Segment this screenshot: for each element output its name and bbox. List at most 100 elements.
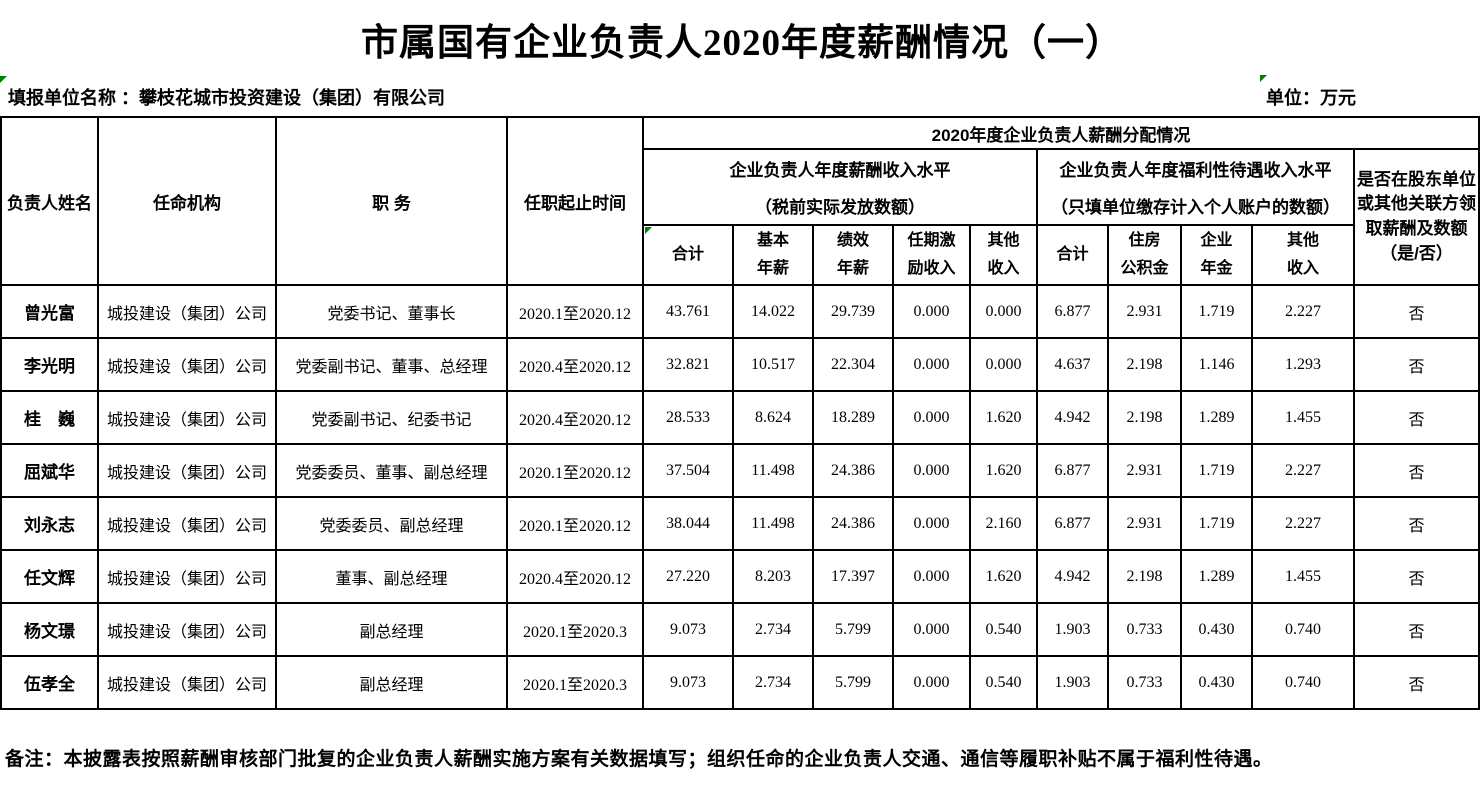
cell-welfare-3: 0.740 bbox=[1251, 655, 1355, 710]
cell-salary-0: 32.821 bbox=[642, 337, 734, 392]
col-header-distribution: 2020年度企业负责人薪酬分配情况 bbox=[641, 116, 1481, 150]
cell-salary-1: 11.498 bbox=[732, 496, 814, 551]
cell-salary-1: 11.498 bbox=[732, 443, 814, 498]
cell-salary-4: 0.000 bbox=[969, 337, 1038, 392]
cell-salary-0: 9.073 bbox=[642, 655, 734, 710]
cell-welfare-0: 1.903 bbox=[1036, 602, 1109, 657]
cell-salary-4: 1.620 bbox=[969, 443, 1038, 498]
cell-name: 刘永志 bbox=[0, 496, 99, 551]
table-row: 李光明 城投建设（集团）公司 党委副书记、董事、总经理 2020.4至2020.12 3… bbox=[0, 337, 1481, 392]
col-header-position: 职 务 bbox=[275, 116, 508, 286]
cell-welfare-2: 0.430 bbox=[1180, 655, 1253, 710]
col-header-agency: 任命机构 bbox=[97, 116, 277, 286]
cell-welfare-2: 1.719 bbox=[1180, 443, 1253, 498]
table-row: 刘永志 城投建设（集团）公司 党委委员、副总经理 2020.1至2020.12 38.0… bbox=[0, 496, 1481, 551]
cell-position: 党委副书记、纪委书记 bbox=[275, 390, 508, 445]
cell-welfare-3: 0.740 bbox=[1251, 602, 1355, 657]
cell-salary-2: 29.739 bbox=[812, 284, 894, 339]
cell-salary-0: 37.504 bbox=[642, 443, 734, 498]
cell-welfare-2: 1.146 bbox=[1180, 337, 1253, 392]
cell-salary-2: 24.386 bbox=[812, 496, 894, 551]
cell-related-party: 否 bbox=[1352, 496, 1481, 551]
cell-term: 2020.1至2020.3 bbox=[506, 602, 644, 657]
cell-name: 李光明 bbox=[0, 337, 99, 392]
col-header-enterprise-annuity: 企业 年金 bbox=[1180, 224, 1253, 286]
cell-welfare-1: 2.931 bbox=[1107, 284, 1182, 339]
comment-marker-icon bbox=[1260, 75, 1267, 82]
cell-agency: 城投建设（集团）公司 bbox=[97, 443, 277, 498]
unit-label: 单位：万元 bbox=[1260, 75, 1356, 110]
cell-salary-3: 0.000 bbox=[892, 602, 971, 657]
cell-related-party: 否 bbox=[1352, 337, 1481, 392]
table-row: 曾光富 城投建设（集团）公司 党委书记、董事长 2020.1至2020.12 43.76… bbox=[0, 284, 1481, 339]
col-header-tenure-incentive: 任期激 励收入 bbox=[892, 224, 971, 286]
cell-welfare-0: 6.877 bbox=[1036, 284, 1109, 339]
cell-welfare-3: 2.227 bbox=[1251, 284, 1355, 339]
cell-welfare-3: 2.227 bbox=[1251, 496, 1355, 551]
cell-salary-0: 27.220 bbox=[642, 549, 734, 604]
cell-name: 曾光富 bbox=[0, 284, 99, 339]
cell-salary-1: 8.203 bbox=[732, 549, 814, 604]
cell-welfare-2: 0.430 bbox=[1180, 602, 1253, 657]
cell-position: 党委副书记、董事、总经理 bbox=[275, 337, 508, 392]
cell-term: 2020.4至2020.12 bbox=[506, 549, 644, 604]
cell-welfare-0: 4.942 bbox=[1036, 390, 1109, 445]
cell-salary-1: 2.734 bbox=[732, 602, 814, 657]
meta-row: 填报单位名称 ：攀枝花城市投资建设（集团）有限公司 单位：万元 bbox=[0, 74, 1484, 116]
col-header-welfare-group: 企业负责人年度福利性待遇收入水平 （只填单位缴存计入个人账户的数额） bbox=[1036, 148, 1355, 226]
cell-related-party: 否 bbox=[1352, 549, 1481, 604]
col-header-name: 负责人姓名 bbox=[0, 116, 99, 286]
cell-salary-0: 28.533 bbox=[642, 390, 734, 445]
footnote: 备注：本披露表按照薪酬审核部门批复的企业负责人薪酬实施方案有关数据填写；组织任命… bbox=[5, 749, 1273, 770]
cell-welfare-3: 2.227 bbox=[1251, 443, 1355, 498]
cell-salary-3: 0.000 bbox=[892, 655, 971, 710]
cell-welfare-0: 1.903 bbox=[1036, 655, 1109, 710]
col-header-term: 任职起止时间 bbox=[506, 116, 644, 286]
cell-salary-1: 2.734 bbox=[732, 655, 814, 710]
cell-agency: 城投建设（集团）公司 bbox=[97, 549, 277, 604]
cell-salary-1: 8.624 bbox=[732, 390, 814, 445]
header-row-2: 企业负责人年度薪酬收入水平 （税前实际发放数额） 企业负责人年度福利性待遇收入水… bbox=[1, 148, 1481, 286]
cell-salary-3: 0.000 bbox=[892, 443, 971, 498]
cell-welfare-2: 1.289 bbox=[1180, 549, 1253, 604]
cell-agency: 城投建设（集团）公司 bbox=[97, 496, 277, 551]
cell-salary-0: 43.761 bbox=[642, 284, 734, 339]
cell-welfare-3: 1.455 bbox=[1251, 549, 1355, 604]
cell-agency: 城投建设（集团）公司 bbox=[97, 655, 277, 710]
cell-salary-1: 14.022 bbox=[732, 284, 814, 339]
cell-term: 2020.1至2020.12 bbox=[506, 496, 644, 551]
cell-salary-2: 17.397 bbox=[812, 549, 894, 604]
cell-welfare-0: 4.942 bbox=[1036, 549, 1109, 604]
cell-name: 桂 巍 bbox=[0, 390, 99, 445]
cell-salary-3: 0.000 bbox=[892, 337, 971, 392]
cell-salary-2: 22.304 bbox=[812, 337, 894, 392]
cell-welfare-1: 2.198 bbox=[1107, 549, 1182, 604]
cell-related-party: 否 bbox=[1352, 655, 1481, 710]
cell-related-party: 否 bbox=[1352, 443, 1481, 498]
header-row-3: 合计 基本 年薪 绩效 年薪 任期激 励收入 其他 收入 合计 住房 公积金 企… bbox=[1, 224, 1479, 286]
cell-salary-3: 0.000 bbox=[892, 496, 971, 551]
cell-welfare-0: 6.877 bbox=[1036, 443, 1109, 498]
cell-salary-2: 24.386 bbox=[812, 443, 894, 498]
cell-position: 党委书记、董事长 bbox=[275, 284, 508, 339]
cell-salary-4: 1.620 bbox=[969, 390, 1038, 445]
cell-welfare-2: 1.719 bbox=[1180, 284, 1253, 339]
cell-welfare-1: 2.198 bbox=[1107, 390, 1182, 445]
page-title: 市属国有企业负责人2020年度薪酬情况（一） bbox=[361, 23, 1123, 64]
cell-agency: 城投建设（集团）公司 bbox=[97, 390, 277, 445]
cell-welfare-1: 2.198 bbox=[1107, 337, 1182, 392]
cell-salary-4: 1.620 bbox=[969, 549, 1038, 604]
cell-salary-3: 0.000 bbox=[892, 390, 971, 445]
cell-salary-2: 5.799 bbox=[812, 655, 894, 710]
cell-welfare-1: 2.931 bbox=[1107, 443, 1182, 498]
cell-name: 杨文璟 bbox=[0, 602, 99, 657]
col-header-related-party: 是否在股东单位 或其他关联方领 取薪酬及数额 （是/否） bbox=[1352, 148, 1481, 286]
col-header-housing-fund: 住房 公积金 bbox=[1107, 224, 1182, 286]
cell-term: 2020.4至2020.12 bbox=[506, 390, 644, 445]
col-header-welfare-other: 其他 收入 bbox=[1251, 224, 1355, 286]
cell-term: 2020.1至2020.3 bbox=[506, 655, 644, 710]
cell-welfare-1: 0.733 bbox=[1107, 655, 1182, 710]
cell-salary-2: 5.799 bbox=[812, 602, 894, 657]
table-row: 杨文璟 城投建设（集团）公司 副总经理 2020.1至2020.3 9.073 2.734… bbox=[0, 602, 1481, 657]
